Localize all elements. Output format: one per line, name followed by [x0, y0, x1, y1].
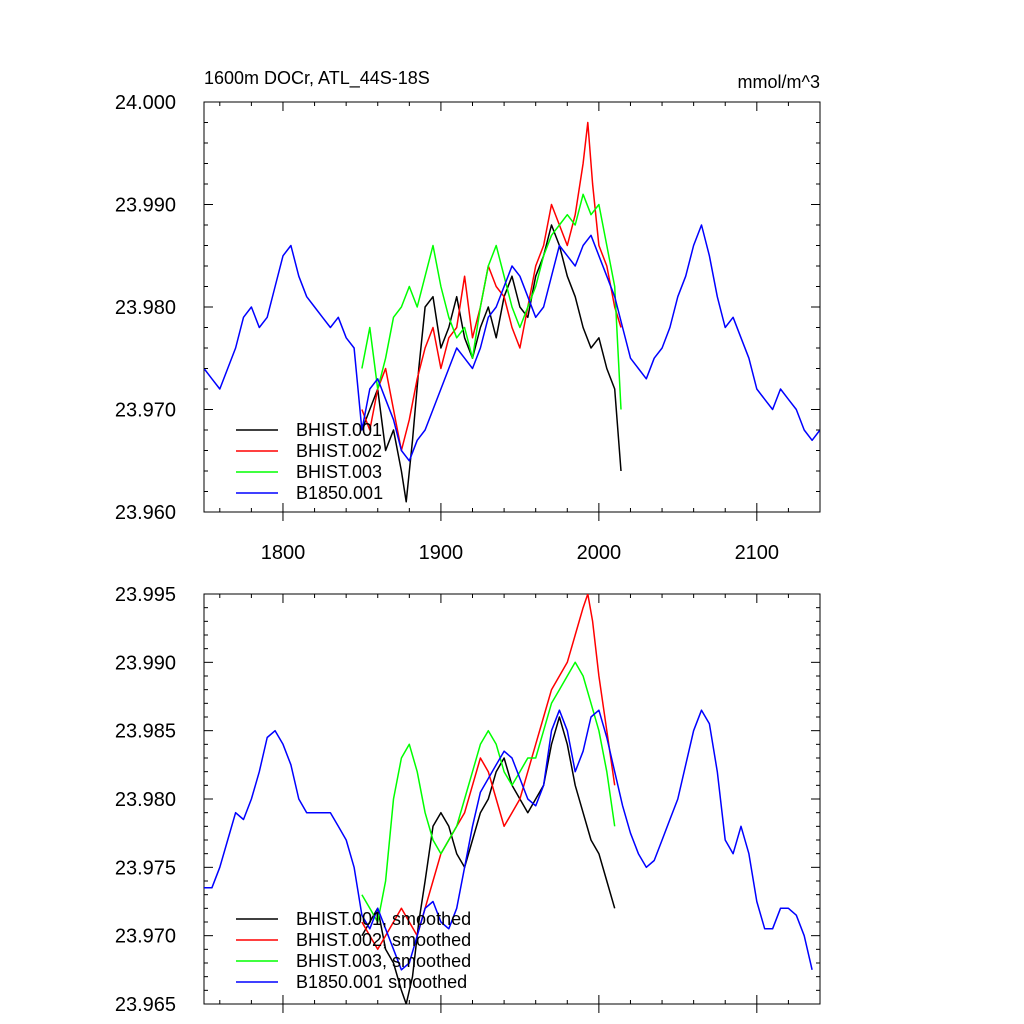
top-xtick-label: 2100 — [735, 542, 780, 564]
top-series-layer — [204, 121, 820, 503]
bottom-ytick-label: 23.970 — [115, 926, 176, 948]
bottom-series-line-4 — [204, 709, 813, 971]
top-legend-label: BHIST.001 — [296, 420, 382, 440]
top-tick-layer: 23.960 23.970 23.980 23.990 24.000 1800 1900 20… — [115, 92, 821, 564]
bottom-legend-label: BHIST.003, smoothed — [296, 951, 471, 971]
top-ytick-label: 23.970 — [115, 400, 176, 422]
top-panel-units: mmol/m^3 — [738, 72, 820, 92]
bottom-legend-label: B1850.001 smoothed — [296, 972, 467, 992]
bottom-series-line-3 — [361, 661, 616, 923]
bottom-ytick-label: 23.990 — [115, 652, 176, 674]
top-ytick-label: 24.000 — [115, 92, 176, 114]
top-ytick-label: 23.990 — [115, 195, 176, 217]
bottom-series-line-2 — [361, 594, 616, 951]
bottom-panel: 23.965 23.970 23.975 23.980 23.985 23.990 23.9… — [115, 584, 821, 1016]
top-series-line-2 — [361, 121, 622, 452]
bottom-legend-label: BHIST.001, smoothed — [296, 909, 471, 929]
bottom-ytick-label: 23.975 — [115, 857, 176, 879]
bottom-ytick-label: 23.965 — [115, 994, 176, 1016]
top-series-line-3 — [361, 193, 622, 410]
bottom-series-line-1 — [361, 716, 616, 1004]
top-legend-label: BHIST.003 — [296, 462, 382, 482]
top-ytick-label: 23.960 — [115, 502, 176, 524]
top-ytick-label: 23.980 — [115, 297, 176, 319]
top-series-line-4 — [204, 224, 820, 462]
top-legend-label: BHIST.002 — [296, 441, 382, 461]
top-panel-title: 1600m DOCr, ATL_44S-18S — [204, 68, 430, 89]
bottom-ytick-label: 23.995 — [115, 584, 176, 606]
top-legend-label: B1850.001 — [296, 483, 383, 503]
bottom-ytick-label: 23.980 — [115, 789, 176, 811]
bottom-legend-label: BHIST.002, smoothed — [296, 930, 471, 950]
top-series-line-1 — [361, 224, 622, 503]
bottom-tick-layer: 23.965 23.970 23.975 23.980 23.985 23.990 23.9… — [115, 584, 821, 1016]
top-xtick-label: 2000 — [577, 542, 622, 564]
bottom-series-layer — [204, 594, 813, 1004]
top-panel: 1600m DOCr, ATL_44S-18S mmol/m^3 23.9602… — [115, 68, 821, 564]
top-xtick-label: 1800 — [261, 542, 306, 564]
top-xtick-label: 1900 — [419, 542, 464, 564]
bottom-ytick-label: 23.985 — [115, 721, 176, 743]
